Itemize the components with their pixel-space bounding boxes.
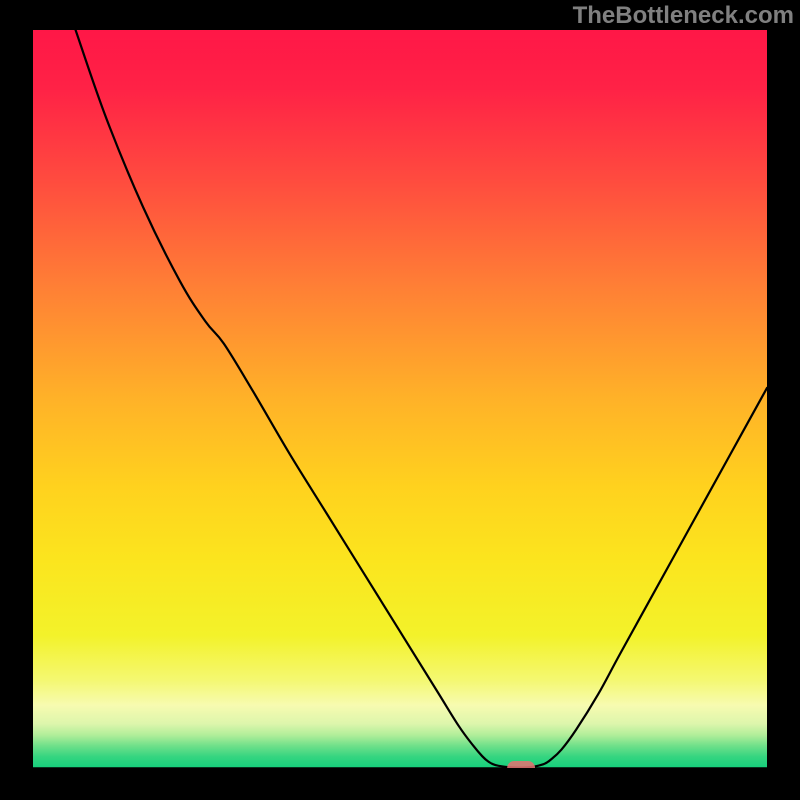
plot-area xyxy=(33,30,767,768)
bottleneck-curve-chart xyxy=(33,30,767,768)
watermark-text: TheBottleneck.com xyxy=(573,2,794,30)
optimum-marker xyxy=(507,761,535,768)
chart-canvas: TheBottleneck.com xyxy=(0,0,800,800)
gradient-background xyxy=(33,30,767,768)
